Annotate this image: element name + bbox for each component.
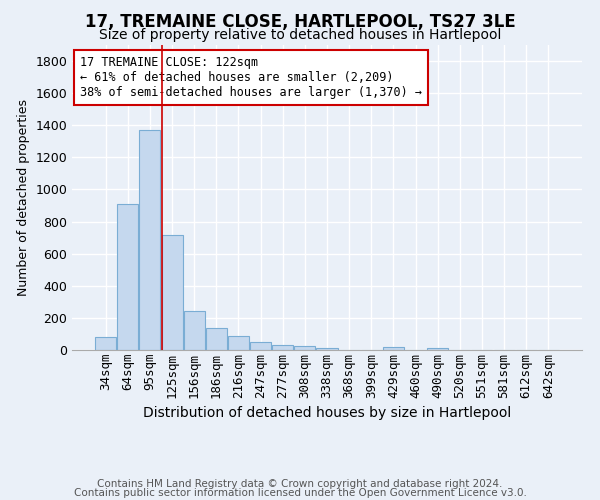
Text: Contains HM Land Registry data © Crown copyright and database right 2024.: Contains HM Land Registry data © Crown c… [97, 479, 503, 489]
Bar [139, 130, 160, 350]
Bar [184, 310, 205, 350]
Bar [383, 347, 404, 350]
Bar [316, 348, 338, 350]
Bar [95, 337, 116, 350]
Bar [295, 346, 316, 350]
Bar [250, 342, 271, 350]
Bar [118, 204, 139, 350]
Text: Size of property relative to detached houses in Hartlepool: Size of property relative to detached ho… [99, 28, 501, 42]
Text: Contains public sector information licensed under the Open Government Licence v3: Contains public sector information licen… [74, 488, 526, 498]
Bar [228, 336, 249, 350]
Text: 17 TREMAINE CLOSE: 122sqm
← 61% of detached houses are smaller (2,209)
38% of se: 17 TREMAINE CLOSE: 122sqm ← 61% of detac… [80, 56, 422, 98]
Text: 17, TREMAINE CLOSE, HARTLEPOOL, TS27 3LE: 17, TREMAINE CLOSE, HARTLEPOOL, TS27 3LE [85, 12, 515, 30]
Bar [272, 345, 293, 350]
Bar [427, 348, 448, 350]
X-axis label: Distribution of detached houses by size in Hartlepool: Distribution of detached houses by size … [143, 406, 511, 420]
Bar [161, 235, 182, 350]
Bar [206, 328, 227, 350]
Y-axis label: Number of detached properties: Number of detached properties [17, 99, 30, 296]
